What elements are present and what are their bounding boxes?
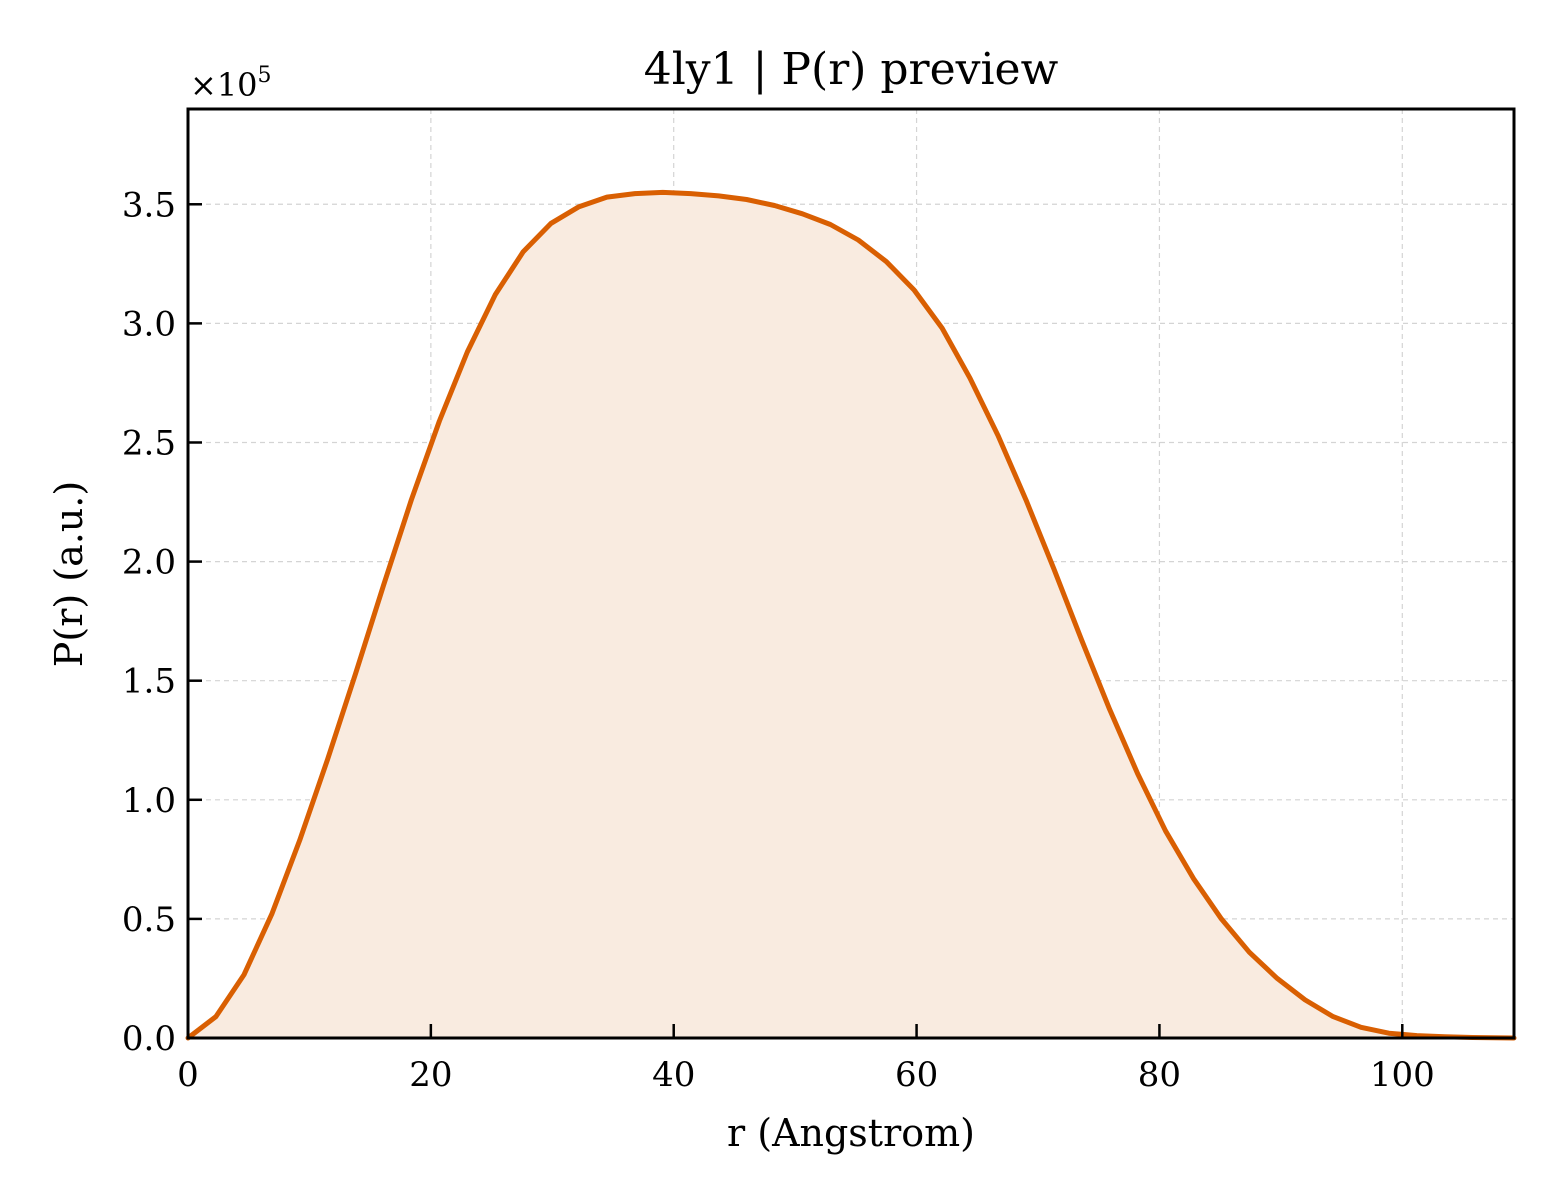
x-tick-label: 20: [409, 1055, 452, 1095]
plot-frame: [186, 107, 1516, 1040]
pr-line: [185, 189, 1517, 1041]
chart-title: 4ly1 | P(r) preview: [644, 44, 1059, 95]
y-multiplier-exponent: 5: [258, 63, 272, 88]
x-tick-label: 80: [1138, 1055, 1181, 1095]
x-tick-label: 40: [652, 1055, 695, 1095]
y-tick-label: 3.0: [122, 304, 176, 344]
y-tick-label: 0.5: [122, 900, 176, 940]
pr-area-fill: [188, 192, 1514, 1038]
y-tick-label: 1.5: [122, 662, 176, 702]
ticks: 0 20 40 60 80 100 0.0 0.5 1.0 1.5 2.0 2.5 3.0 3.5: [122, 185, 1435, 1095]
x-tick-label: 100: [1370, 1055, 1435, 1095]
y-axis-multiplier: ×105: [190, 63, 272, 104]
y-tick-label: 2.0: [122, 543, 176, 583]
y-tick-label: 3.5: [122, 185, 176, 225]
y-multiplier-base: ×10: [190, 66, 258, 104]
x-tick-label: 0: [177, 1055, 199, 1095]
x-tick-label: 60: [895, 1055, 938, 1095]
y-axis-label: P(r) (a.u.): [47, 481, 91, 667]
y-tick-label: 2.5: [122, 423, 176, 463]
y-tick-label: 0.0: [122, 1019, 176, 1059]
y-tick-label: 1.0: [122, 781, 176, 821]
x-axis-label: r (Angstrom): [727, 1111, 975, 1155]
